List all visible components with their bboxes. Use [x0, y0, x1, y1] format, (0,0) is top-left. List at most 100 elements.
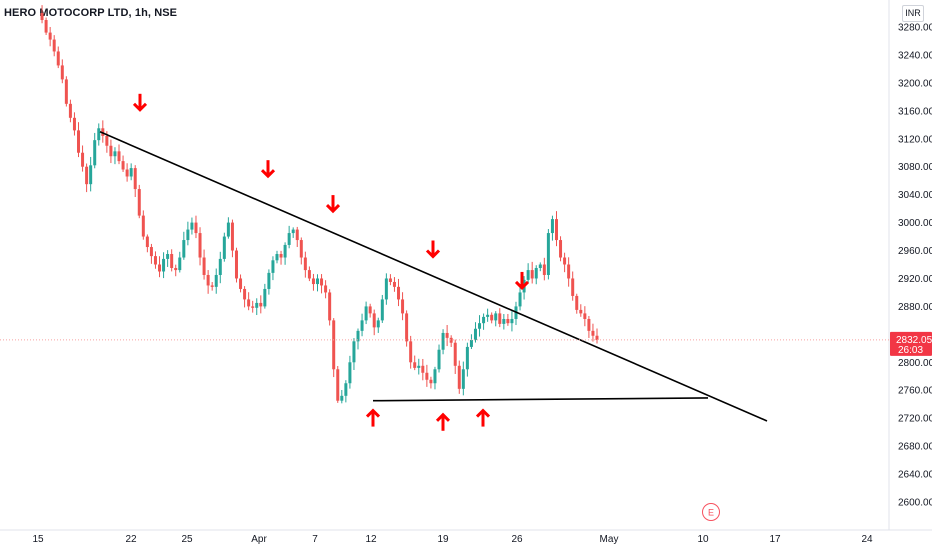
candle-body — [226, 222, 230, 237]
x-tick-label: 19 — [437, 534, 449, 545]
candle-body — [401, 299, 405, 314]
candle-body — [583, 313, 587, 319]
candle-body — [425, 372, 429, 380]
support-line — [372, 397, 709, 402]
candle-body — [105, 135, 109, 146]
candle-body — [263, 288, 267, 307]
y-axis: 3280.00 3240.00 3200.00 3160.00 3120.00 3080.… — [888, 0, 932, 530]
y-tick-label: 2600.00 — [898, 498, 932, 509]
down-arrow-icon — [132, 102, 148, 112]
y-tick-label: 3240.00 — [898, 50, 932, 61]
down-arrow-icon — [260, 169, 276, 179]
earnings-label: E — [708, 508, 714, 518]
candle-body — [316, 278, 319, 285]
candle-body — [457, 365, 461, 389]
candle-body — [218, 258, 222, 275]
candle-body — [376, 320, 380, 328]
candle-body — [595, 335, 599, 340]
y-tick-label: 3160.00 — [898, 106, 932, 117]
candle-body — [113, 151, 117, 157]
candle-body — [174, 267, 178, 271]
candle-body — [530, 270, 534, 279]
currency-badge[interactable]: INR — [902, 5, 924, 22]
candle-body — [478, 323, 482, 329]
y-tick-label: 3040.00 — [898, 190, 932, 201]
candle-body — [170, 254, 174, 268]
candle-body — [52, 39, 56, 52]
candle-body — [97, 128, 101, 141]
y-tick-label: 2920.00 — [898, 274, 932, 285]
candle-body — [368, 306, 372, 314]
candle-body — [283, 244, 287, 258]
y-tick-label: 2720.00 — [898, 414, 932, 425]
y-tick-label: 2880.00 — [898, 302, 932, 313]
candle-body — [392, 281, 396, 287]
candle-body — [380, 299, 384, 321]
candle-body — [320, 278, 324, 286]
candle-body — [554, 219, 558, 241]
candle-body — [344, 383, 348, 396]
candle-body — [222, 236, 226, 259]
candle-body — [77, 130, 81, 153]
candle-body — [153, 256, 157, 265]
x-axis: 15 22 25 Apr 7 12 19 26 May 10 17 24 — [0, 529, 932, 545]
candle-body — [182, 240, 186, 258]
candle-body — [563, 257, 567, 265]
candle-body — [437, 349, 441, 370]
candle-body — [502, 318, 506, 324]
chart-title: HERO MOTOCORP LTD, 1h, NSE — [4, 7, 178, 19]
x-tick-label: 24 — [861, 534, 873, 545]
candle-body — [518, 292, 522, 307]
candle-body — [202, 257, 206, 275]
candle-body — [117, 151, 121, 162]
x-tick-label: 12 — [365, 534, 377, 545]
candle-body — [56, 51, 60, 66]
candle-body — [60, 65, 64, 80]
x-tick-label: 10 — [697, 534, 709, 545]
candle-body — [89, 165, 93, 185]
candle-body — [445, 332, 449, 338]
candle-body — [186, 229, 190, 241]
candle-body — [441, 332, 445, 350]
candle-body — [526, 270, 530, 280]
candle-body — [81, 152, 85, 167]
candle-body — [40, 13, 44, 21]
candle-body — [421, 365, 425, 373]
candle-body — [465, 346, 469, 370]
y-tick-label: 3000.00 — [898, 218, 932, 229]
candle-body — [372, 313, 376, 328]
candle-body — [72, 117, 76, 131]
candle-body — [109, 145, 113, 157]
up-arrow-icon — [435, 412, 451, 422]
candle-body — [133, 168, 137, 190]
candle-body — [473, 328, 477, 340]
candle-body — [137, 189, 141, 216]
trendline — [99, 131, 768, 422]
x-tick-label: 17 — [769, 534, 781, 545]
candle-body — [149, 247, 153, 257]
down-arrow-icon — [325, 204, 341, 214]
candle-body — [413, 362, 417, 368]
candle-body — [230, 222, 234, 251]
candle-body — [397, 286, 401, 300]
candles-layer — [40, 5, 599, 404]
x-tick-label: 25 — [181, 534, 193, 545]
candle-body — [198, 233, 202, 258]
current-price-value: 2832.05 — [896, 335, 932, 346]
candle-body — [364, 306, 368, 321]
current-price-label — [890, 331, 932, 356]
candle-body — [279, 254, 283, 258]
candle-body — [587, 318, 591, 331]
candle-body — [291, 229, 295, 234]
candle-body — [267, 272, 271, 289]
candle-body — [158, 264, 162, 272]
candle-body — [490, 314, 494, 321]
candle-body — [239, 278, 243, 289]
x-tick-label: 7 — [312, 534, 318, 545]
y-tick-label: 2680.00 — [898, 442, 932, 453]
candle-body — [141, 215, 145, 237]
candle-body — [206, 274, 210, 286]
candle-body — [538, 264, 542, 268]
